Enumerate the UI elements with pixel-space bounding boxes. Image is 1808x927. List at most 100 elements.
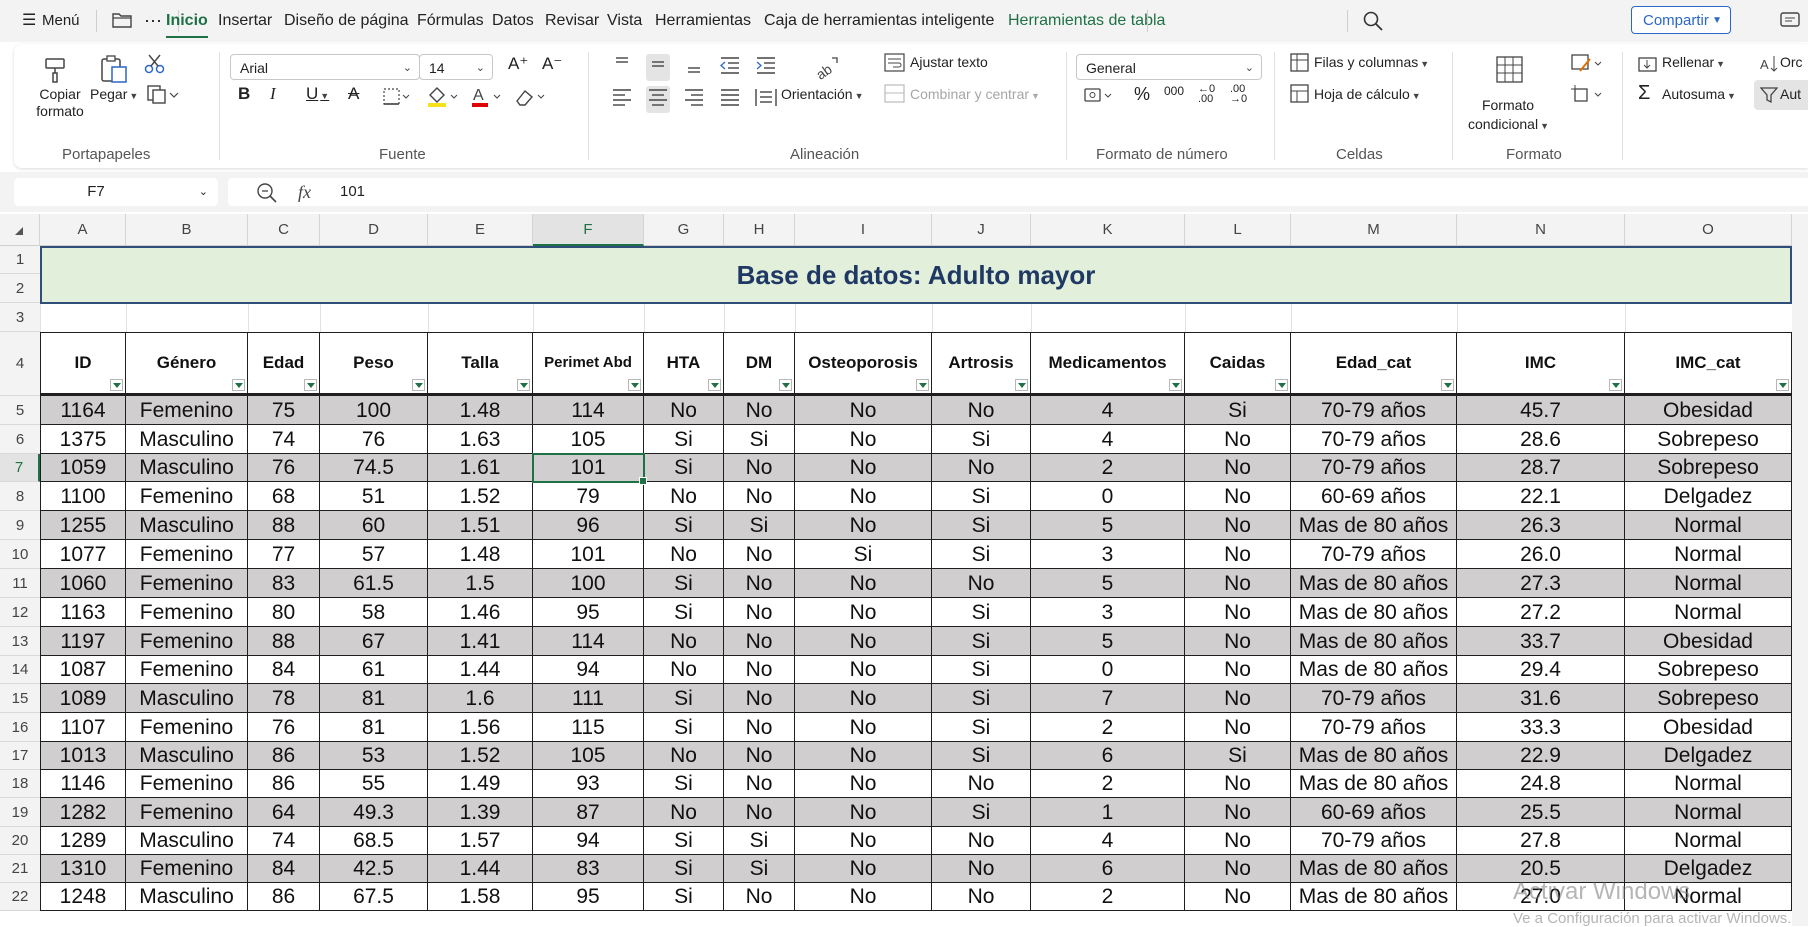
row-header-12[interactable]: 12 [0,598,40,627]
row-header-5[interactable]: 5 [0,396,40,425]
paste-icon[interactable] [99,54,129,89]
table-cell[interactable]: Si [644,855,724,883]
table-cell[interactable]: 3 [1031,540,1185,569]
table-cell[interactable]: No [795,396,932,425]
table-cell[interactable]: Si [644,569,724,598]
row-header-15[interactable]: 15 [0,684,40,713]
table-cell[interactable]: 1197 [40,627,126,656]
tab-caja-de-herramientas-inteligente[interactable]: Caja de herramientas inteligente [764,12,995,29]
conditional-format-icon[interactable] [1496,56,1524,89]
table-cell[interactable]: 70-79 años [1291,425,1457,454]
table-cell[interactable]: Femenino [126,598,248,627]
row-header-6[interactable]: 6 [0,425,40,454]
table-cell[interactable]: 1.48 [428,540,533,569]
table-cell[interactable]: Si [932,684,1031,713]
table-cell[interactable]: 26.0 [1457,540,1625,569]
table-cell[interactable]: Femenino [126,627,248,656]
tab-herramientas-de-tabla[interactable]: Herramientas de tabla [1008,12,1166,29]
table-cell[interactable]: 60-69 años [1291,482,1457,511]
rows-columns-icon[interactable] [1290,53,1310,78]
distributed-icon[interactable] [754,86,778,113]
table-cell[interactable]: Obesidad [1625,396,1792,425]
table-cell[interactable]: 105 [533,742,644,770]
wrap-text-icon[interactable] [884,53,906,78]
table-cell[interactable]: No [795,482,932,511]
column-header-j[interactable]: J [932,214,1031,246]
table-cell[interactable]: Masculino [126,827,248,855]
row-header-19[interactable]: 19 [0,798,40,827]
table-cell[interactable]: 75 [248,396,320,425]
column-header-k[interactable]: K [1031,214,1185,246]
filter-dropdown-icon[interactable] [1275,379,1288,391]
table-header-cell[interactable]: DM [724,332,795,396]
table-cell[interactable]: Normal [1625,511,1792,540]
table-cell[interactable]: Si [932,656,1031,684]
table-header-cell[interactable]: HTA [644,332,724,396]
table-cell[interactable]: 2 [1031,770,1185,798]
filter-dropdown-icon[interactable] [517,379,530,391]
copy-icon[interactable] [146,84,180,109]
table-cell[interactable]: No [795,855,932,883]
justify-icon[interactable] [718,86,742,113]
table-cell[interactable]: No [724,569,795,598]
table-cell[interactable]: Normal [1625,598,1792,627]
table-cell[interactable]: No [795,454,932,482]
table-cell[interactable]: 88 [248,511,320,540]
table-cell[interactable]: Si [644,511,724,540]
table-cell[interactable]: Femenino [126,569,248,598]
table-cell[interactable]: 1.58 [428,883,533,911]
table-cell[interactable]: 1059 [40,454,126,482]
table-cell[interactable]: 60-69 años [1291,798,1457,827]
table-cell[interactable]: 1.6 [428,684,533,713]
table-cell[interactable]: No [724,713,795,742]
table-cell[interactable]: 28.6 [1457,425,1625,454]
column-header-o[interactable]: O [1625,214,1792,246]
table-cell[interactable]: 24.8 [1457,770,1625,798]
fill-color-icon[interactable] [426,86,460,113]
table-cell[interactable]: 68 [248,482,320,511]
table-header-cell[interactable]: Edad_cat [1291,332,1457,396]
filter-dropdown-icon[interactable] [1169,379,1182,391]
table-cell[interactable]: 2 [1031,883,1185,911]
table-cell[interactable]: 61 [320,656,428,684]
table-cell[interactable]: 105 [533,425,644,454]
borders-icon[interactable] [382,88,412,111]
table-cell[interactable]: 83 [248,569,320,598]
table-cell[interactable]: 81 [320,684,428,713]
table-cell[interactable]: Mas de 80 años [1291,770,1457,798]
table-cell[interactable]: 1.61 [428,454,533,482]
table-cell[interactable]: 27.0 [1457,883,1625,911]
table-cell[interactable]: 5 [1031,511,1185,540]
tab-diseño-de-página[interactable]: Diseño de página [284,12,409,29]
tab-insertar[interactable]: Insertar [218,12,273,29]
row-header-14[interactable]: 14 [0,656,40,684]
filter-dropdown-icon[interactable] [412,379,425,391]
table-cell[interactable]: Si [932,713,1031,742]
table-cell[interactable]: 70-79 años [1291,396,1457,425]
table-cell[interactable]: Femenino [126,713,248,742]
table-cell[interactable]: 81 [320,713,428,742]
table-cell[interactable]: Mas de 80 años [1291,883,1457,911]
table-cell[interactable]: Si [644,713,724,742]
table-header-cell[interactable]: Osteoporosis [795,332,932,396]
cell-size-icon[interactable] [1570,84,1604,111]
thousands-separator-icon[interactable]: 000 [1164,84,1185,98]
table-cell[interactable]: Si [724,425,795,454]
column-header-n[interactable]: N [1457,214,1625,246]
column-header-i[interactable]: I [795,214,932,246]
table-cell[interactable]: 27.2 [1457,598,1625,627]
menu-button[interactable]: Menú [42,12,80,29]
table-cell[interactable]: Normal [1625,827,1792,855]
table-cell[interactable]: 1.56 [428,713,533,742]
table-cell[interactable]: 86 [248,883,320,911]
table-cell[interactable]: Normal [1625,569,1792,598]
table-cell[interactable]: 51 [320,482,428,511]
select-all-corner[interactable] [0,214,40,246]
orientation-icon[interactable]: ab [810,54,840,87]
table-cell[interactable]: 61.5 [320,569,428,598]
italic-icon[interactable]: I [270,84,276,103]
table-cell[interactable]: Si [644,827,724,855]
table-cell[interactable]: 67 [320,627,428,656]
table-cell[interactable]: 1060 [40,569,126,598]
table-cell[interactable]: No [1185,770,1291,798]
